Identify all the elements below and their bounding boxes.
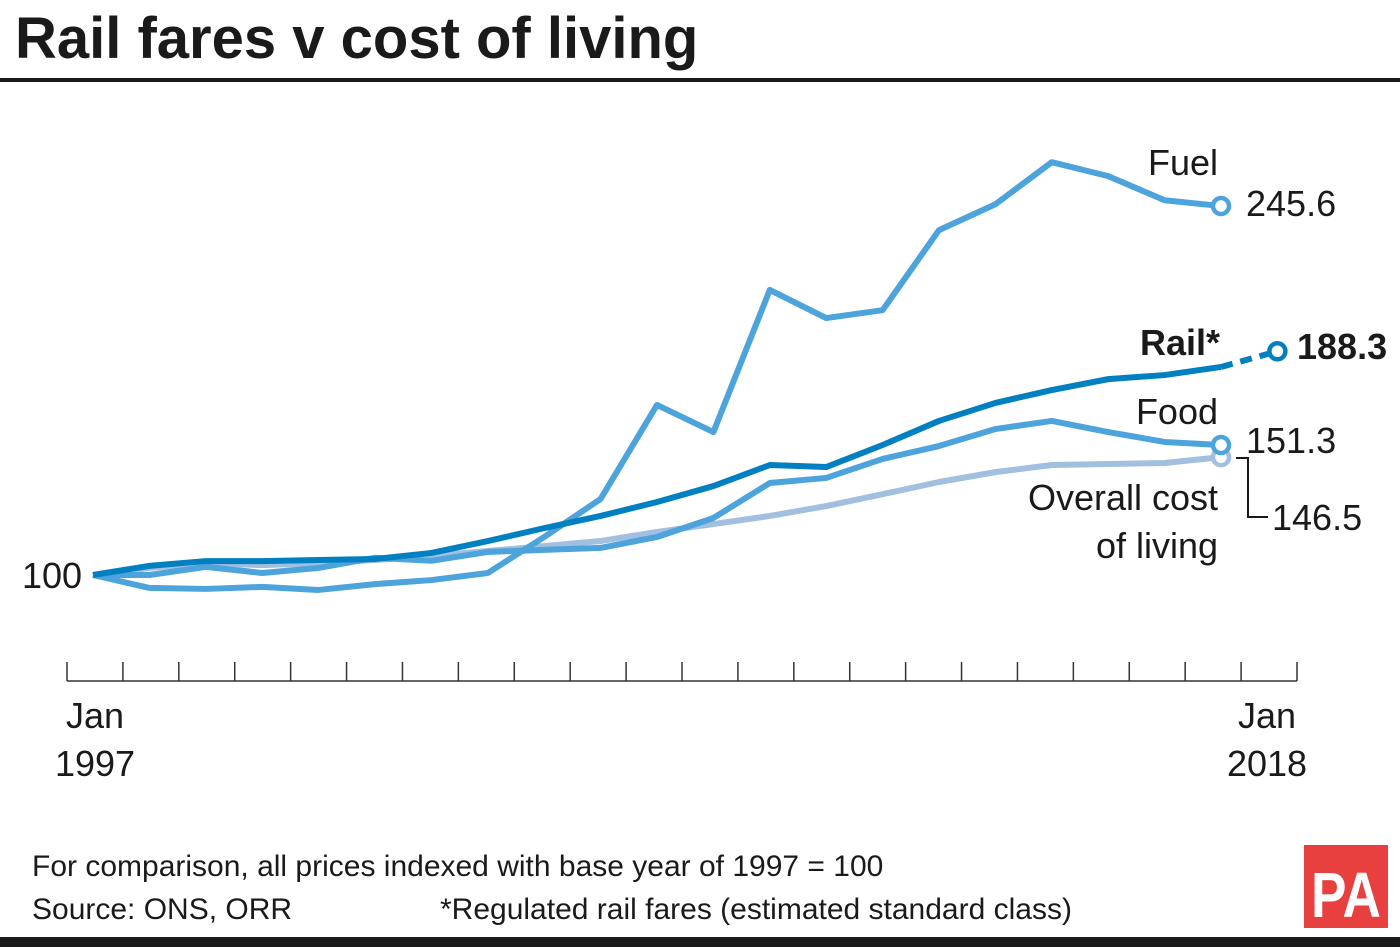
- end-label-food: 151.3: [1246, 420, 1336, 461]
- x-start-month: Jan: [66, 695, 124, 736]
- bottom-bar: [0, 937, 1400, 947]
- series-label-overall-line1: Overall cost: [1028, 477, 1218, 518]
- series-label-overall-line2: of living: [1096, 525, 1218, 566]
- end-marker-food: [1210, 434, 1232, 456]
- x-end-year: 2018: [1227, 743, 1307, 784]
- x-end-month: Jan: [1238, 695, 1296, 736]
- series-line-rail: [92, 363, 1222, 578]
- end-label-overall: 146.5: [1272, 497, 1362, 538]
- end-label-rail: 188.3: [1297, 326, 1387, 367]
- x-axis: [66, 662, 1298, 682]
- logo-text: PA: [1311, 859, 1381, 931]
- footer-footnote: *Regulated rail fares (estimated standar…: [440, 893, 1072, 926]
- page-title: Rail fares v cost of living: [15, 6, 698, 71]
- series-label-fuel: Fuel: [1148, 142, 1218, 183]
- overall-leader-line: [1236, 457, 1268, 518]
- series-label-rail: Rail*: [1140, 322, 1220, 363]
- end-marker-fuel: [1210, 195, 1232, 217]
- plot-lines: [92, 159, 1288, 593]
- series-line-food: [93, 417, 1222, 578]
- footer-note: For comparison, all prices indexed with …: [32, 850, 883, 883]
- end-marker-rail: [1267, 340, 1288, 362]
- series-label-food: Food: [1136, 391, 1218, 432]
- series-line-overall: [92, 454, 1222, 578]
- end-label-fuel: 245.6: [1246, 183, 1336, 224]
- series-line-fuel: [92, 159, 1222, 593]
- footer-source: Source: ONS, ORR: [32, 893, 292, 926]
- x-start-year: 1997: [55, 743, 135, 784]
- pa-logo: PA: [1304, 845, 1388, 931]
- title-rule: [0, 78, 1400, 82]
- base-label: 100: [22, 555, 82, 596]
